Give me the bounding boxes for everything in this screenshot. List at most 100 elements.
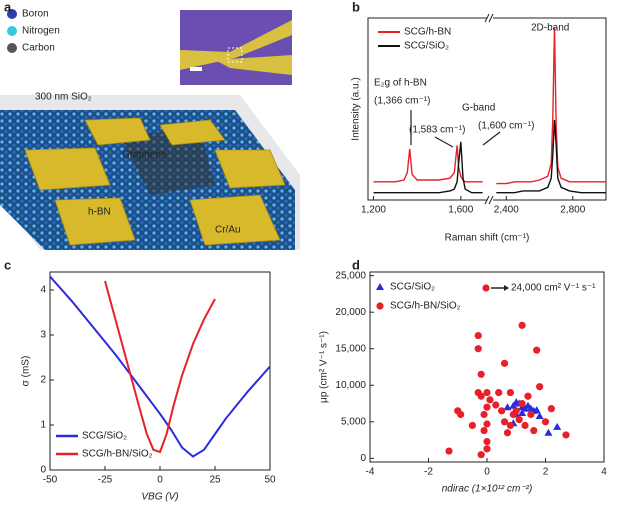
y-axis-label: Intensity (a.u.) xyxy=(351,77,362,140)
x-tick-label: 1,600 xyxy=(448,205,473,216)
x-tick-label: -50 xyxy=(43,475,58,486)
illustration-label: h-BN xyxy=(88,207,111,218)
circle-marker xyxy=(492,401,500,409)
y-axis-label: σ (mS) xyxy=(21,356,32,387)
x-axis-label: Raman shift (cm⁻¹) xyxy=(445,233,530,244)
illustration xyxy=(0,9,300,250)
x-tick-label: 50 xyxy=(264,475,276,486)
circle-marker xyxy=(500,359,509,367)
illustration-label: 300 nm SiO₂ xyxy=(35,92,92,103)
annotation: (1,583 cm⁻¹) xyxy=(409,125,465,136)
x-tick-label: -4 xyxy=(366,467,375,478)
legend-label: SCG/SiO₂ xyxy=(404,41,449,52)
legend-label: SCG/h-BN/SiO₂ xyxy=(82,449,153,460)
legend-label: SCG/h-BN/SiO₂ xyxy=(390,301,461,312)
circle-marker xyxy=(536,383,544,391)
y-tick-label: 2 xyxy=(40,375,46,386)
circle-marker xyxy=(480,426,488,435)
circle-marker xyxy=(541,418,550,426)
data-line xyxy=(104,280,216,454)
x-tick-label: 1,200 xyxy=(361,205,386,216)
y-tick-label: 15,000 xyxy=(335,343,366,354)
y-tick-label: 1 xyxy=(40,420,46,431)
triangle-marker xyxy=(503,403,512,411)
x-tick-label: 0 xyxy=(484,467,490,478)
y-tick-label: 0 xyxy=(40,465,46,476)
triangle-marker xyxy=(553,422,562,430)
circle-marker xyxy=(477,370,485,378)
arrow xyxy=(434,136,454,148)
triangle-marker xyxy=(535,411,544,419)
y-tick-label: 3 xyxy=(40,330,46,341)
legend-label: SCG/SiO₂ xyxy=(390,282,435,293)
circle-marker xyxy=(495,388,503,397)
x-tick-label: 4 xyxy=(601,467,607,478)
annotation: E₂g of h-BN xyxy=(374,78,427,89)
circle-marker xyxy=(474,345,482,353)
x-axis-label: VBG (V) xyxy=(141,492,178,503)
triangle-marker xyxy=(509,401,518,409)
y-tick-label: 4 xyxy=(40,285,46,296)
legend-text: Nitrogen xyxy=(22,26,60,37)
annotation-marker xyxy=(482,284,490,292)
legend-text: Carbon xyxy=(22,43,55,54)
x-tick-label: 0 xyxy=(157,475,163,486)
circle-marker xyxy=(562,431,570,439)
x-tick-label: 2,800 xyxy=(560,205,585,216)
annotation: (1,600 cm⁻¹) xyxy=(478,121,534,132)
spectrum-line xyxy=(373,141,483,194)
circle-marker xyxy=(477,451,485,459)
circle-marker xyxy=(530,426,538,435)
triangle-marker xyxy=(376,283,384,290)
x-axis-label: ndirac (1×10¹² cm⁻²) xyxy=(442,484,533,495)
triangle-marker xyxy=(532,406,541,414)
circle-marker xyxy=(506,388,514,397)
annotation: 2D-band xyxy=(531,23,569,34)
triangle-marker xyxy=(544,428,553,436)
circle-marker xyxy=(515,416,523,424)
panel-label: b xyxy=(352,0,360,14)
circle-marker xyxy=(500,418,509,426)
legend-label: SCG/h-BN xyxy=(404,27,451,38)
y-tick-label: 5,000 xyxy=(341,416,366,427)
y-tick-label: 25,000 xyxy=(335,270,366,281)
circle-marker xyxy=(483,437,491,446)
circle-marker xyxy=(486,396,494,404)
panel-label: c xyxy=(4,257,11,272)
legend-text: Boron xyxy=(22,9,49,20)
x-tick-label: -25 xyxy=(98,475,113,486)
circle-marker xyxy=(483,403,491,411)
legend-label: SCG/SiO₂ xyxy=(82,431,127,442)
arrow-head xyxy=(504,285,509,291)
spectrum-line xyxy=(496,119,606,194)
axis-break xyxy=(487,197,494,203)
circle-marker xyxy=(376,302,384,310)
annotation: 24,000 cm² V⁻¹ s⁻¹ xyxy=(511,283,596,294)
circle-marker xyxy=(518,321,526,329)
break-mark xyxy=(488,195,494,205)
circle-marker xyxy=(506,421,514,430)
illustration-label: Cr/Au xyxy=(215,225,241,236)
y-tick-label: 20,000 xyxy=(335,307,366,318)
circle-marker xyxy=(474,331,482,340)
break-mark xyxy=(484,13,490,23)
circle-marker xyxy=(483,445,491,453)
triangle-marker xyxy=(518,409,527,417)
panel-label: a xyxy=(4,0,12,14)
illustration-label: Graphene xyxy=(122,150,167,161)
annotation: (1,366 cm⁻¹) xyxy=(374,96,430,107)
circle-marker xyxy=(524,392,532,400)
circle-marker xyxy=(521,421,529,430)
break-mark xyxy=(488,13,494,23)
circle-marker xyxy=(527,410,535,419)
x-tick-label: 2 xyxy=(543,467,549,478)
y-tick-label: 0 xyxy=(360,453,366,464)
x-tick-label: -2 xyxy=(424,467,433,478)
circle-marker xyxy=(445,447,453,455)
circle-marker xyxy=(512,407,520,415)
circle-marker xyxy=(483,388,491,397)
circle-marker xyxy=(480,410,488,419)
circle-marker xyxy=(533,346,541,354)
